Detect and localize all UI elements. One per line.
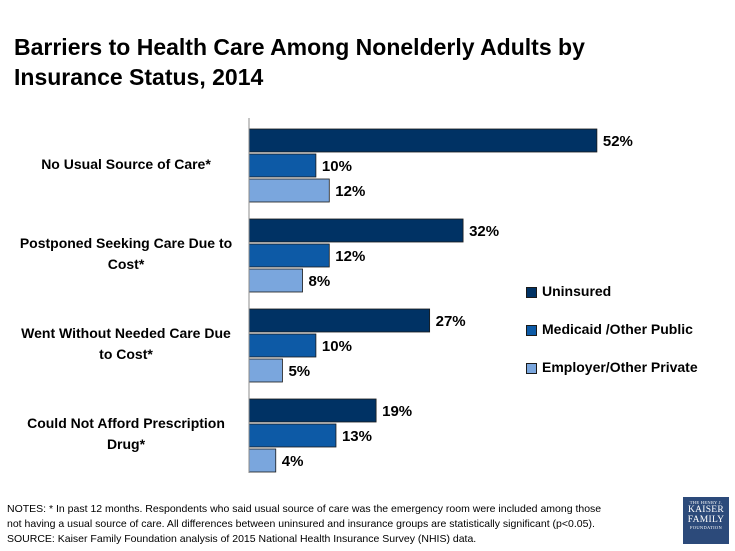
kff-logo: THE HENRY J. KAISER FAMILY FOUNDATION xyxy=(683,497,729,544)
category-label: Went Without Needed Care Due to Cost* xyxy=(21,325,231,362)
source-line: SOURCE: Kaiser Family Foundation analysi… xyxy=(7,533,477,545)
bar xyxy=(248,423,337,448)
data-label: 8% xyxy=(309,273,331,290)
data-label: 5% xyxy=(288,363,310,380)
data-label: 12% xyxy=(335,248,365,265)
notes-line: NOTES: * In past 12 months. Respondents … xyxy=(7,503,602,515)
data-label: 10% xyxy=(322,158,352,175)
bar xyxy=(248,153,317,178)
bar xyxy=(248,178,330,203)
legend-label: Uninsured xyxy=(542,283,612,299)
data-label: 27% xyxy=(436,313,466,330)
chart-title: Barriers to Health Care Among Nonelderly… xyxy=(14,34,585,90)
data-label: 12% xyxy=(335,183,365,200)
data-label: 4% xyxy=(282,453,304,470)
bar xyxy=(248,333,317,358)
notes-line: not having a usual source of care. All d… xyxy=(7,518,595,530)
bar xyxy=(248,398,377,423)
data-label: 52% xyxy=(603,133,633,150)
logo-text: FOUNDATION xyxy=(690,525,722,530)
footnotes: NOTES: * In past 12 months. Respondents … xyxy=(7,502,667,547)
legend-swatch xyxy=(526,363,537,374)
category-label: Could Not Afford Prescription Drug* xyxy=(27,415,225,452)
logo-text: KAISER xyxy=(687,505,725,515)
data-label: 19% xyxy=(382,403,412,420)
category-label: Postponed Seeking Care Due to Cost* xyxy=(19,235,233,272)
data-label: 10% xyxy=(322,338,352,355)
legend-swatch xyxy=(526,287,537,298)
bar xyxy=(248,358,283,383)
logo-text: THE HENRY J. xyxy=(689,500,723,505)
data-label: 32% xyxy=(469,223,499,240)
data-label: 13% xyxy=(342,428,372,445)
legend-label: Medicaid /Other Public xyxy=(542,321,693,337)
bar xyxy=(248,268,303,293)
logo-text: FAMILY xyxy=(687,515,725,525)
bar xyxy=(248,128,598,153)
category-label: No Usual Source of Care* xyxy=(41,155,211,172)
bar xyxy=(248,218,464,243)
bar xyxy=(248,243,330,268)
bar xyxy=(248,448,277,473)
legend-label: Employer/Other Private xyxy=(542,359,698,375)
bar xyxy=(248,308,431,333)
legend-swatch xyxy=(526,325,537,336)
